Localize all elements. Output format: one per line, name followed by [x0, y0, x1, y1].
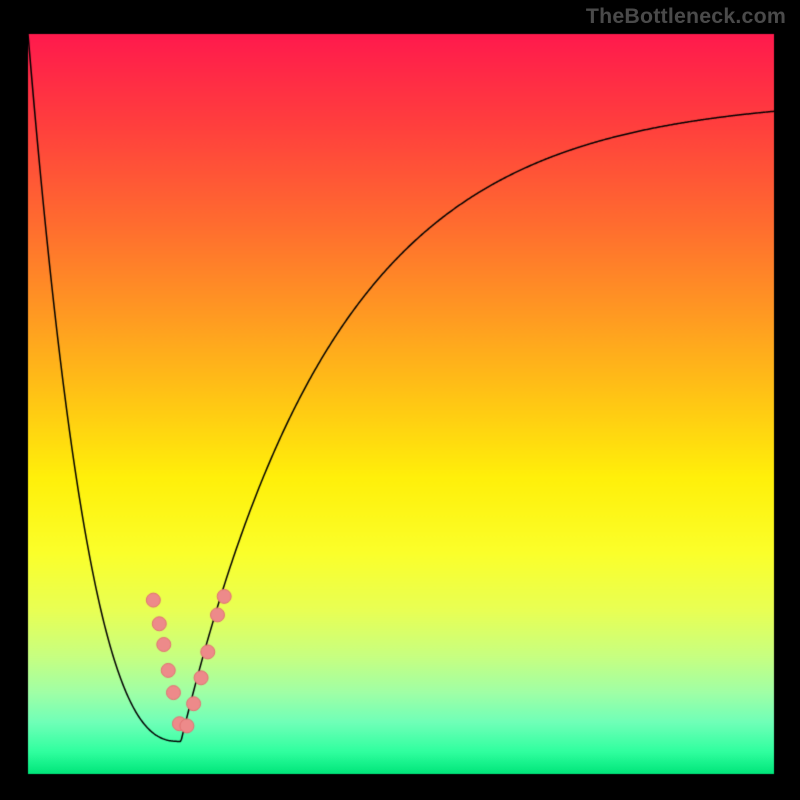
watermark-label: TheBottleneck.com: [586, 4, 786, 29]
chart-container: TheBottleneck.com: [0, 0, 800, 800]
bottleneck-chart-canvas: [0, 0, 800, 800]
